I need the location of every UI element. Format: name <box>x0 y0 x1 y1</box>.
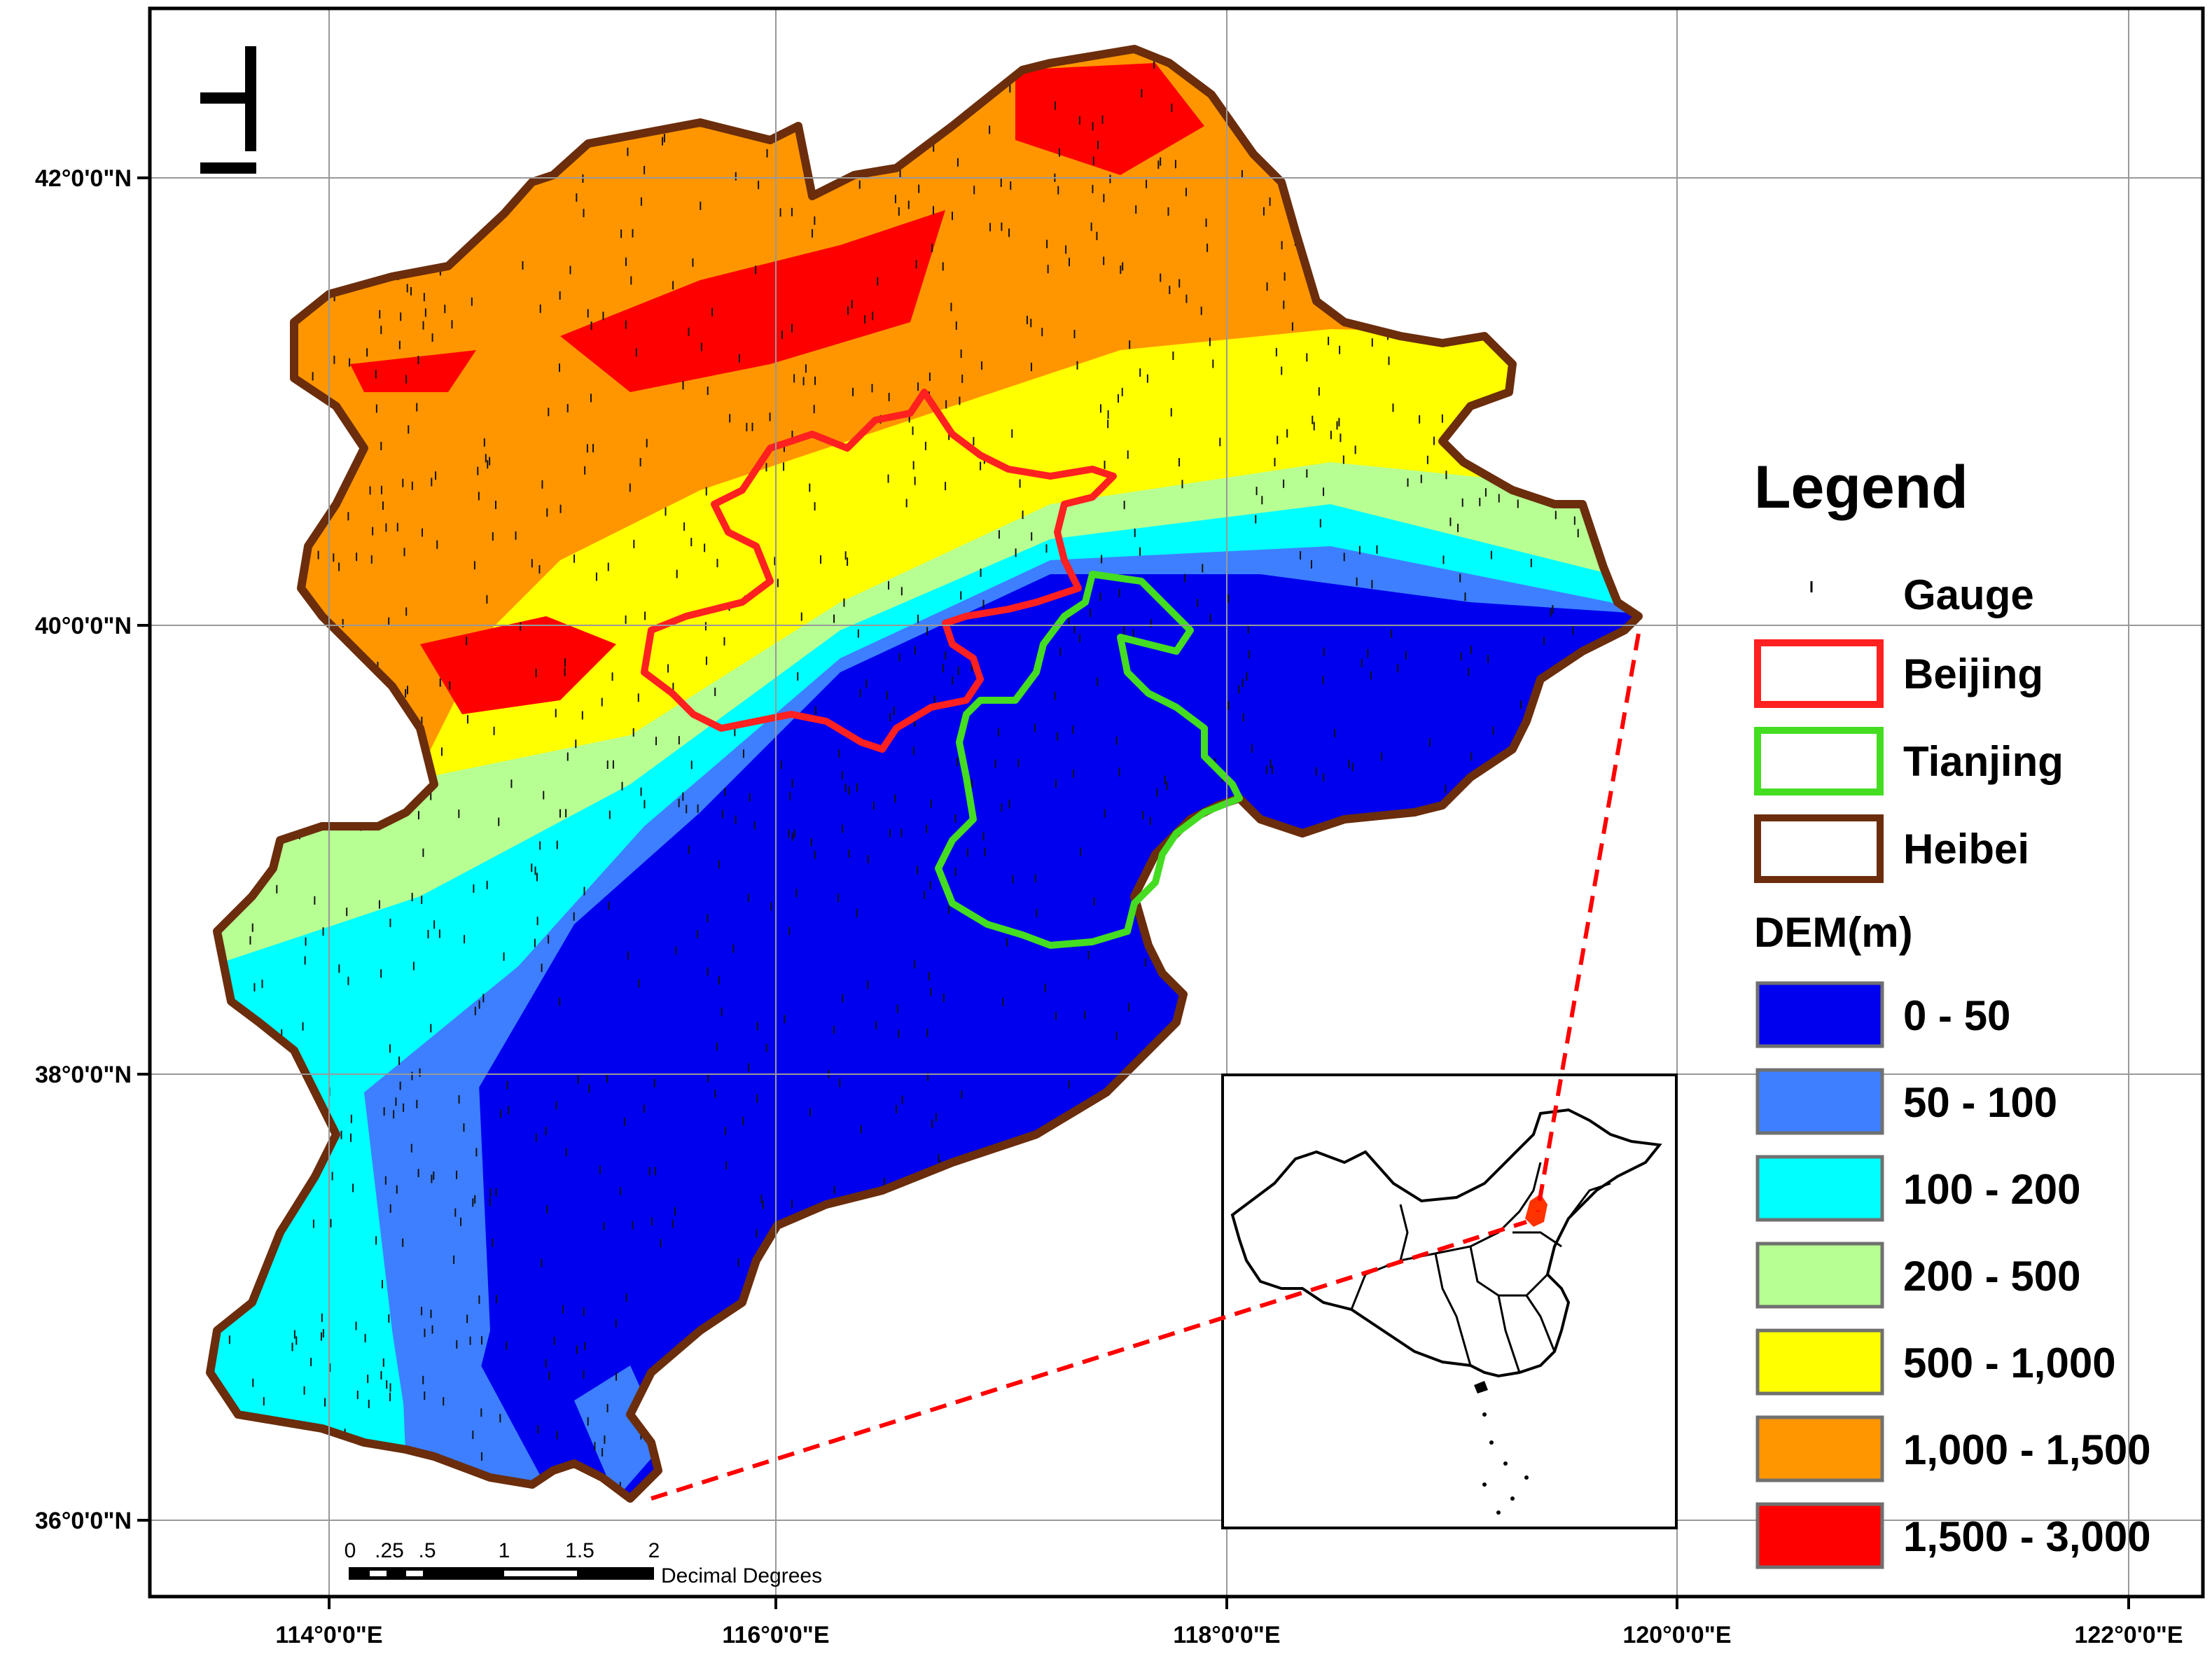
china-provinces <box>1350 1162 1611 1373</box>
legend-dem-classes: 0 - 50 50 - 100 100 - 200 200 - 500 500 - 1,… <box>1755 981 2151 1569</box>
island-dot <box>1489 1440 1494 1445</box>
legend-dem-swatch-2 <box>1755 1155 1884 1222</box>
lon-label-122: 122°0'0"E <box>2074 1622 2183 1648</box>
scale-bar: 0 .25 .5 1 1.5 2 Decimal Degrees <box>345 1539 822 1587</box>
legend-label-tianjing: Tianjing <box>1903 738 2064 785</box>
legend-dem-swatch-3 <box>1755 1242 1884 1309</box>
lon-label-116: 116°0'0"E <box>722 1622 829 1648</box>
legend-swatch-heibei <box>1754 814 1884 883</box>
scale-tick-05: .5 <box>418 1539 436 1562</box>
legend-title: Legend <box>1754 454 1968 521</box>
scale-tick-0: 0 <box>345 1539 356 1562</box>
beijing-boundary <box>641 389 1117 753</box>
scale-tick-15: 1.5 <box>565 1539 594 1562</box>
lon-ticks <box>328 1597 2130 1609</box>
lat-label-42: 42°0'0"N <box>35 165 132 192</box>
legend-dem-swatch-4 <box>1755 1328 1884 1396</box>
china-outline <box>1230 1108 1662 1378</box>
scale-tick-1: 1 <box>499 1539 510 1562</box>
lat-label-38: 38°0'0"N <box>35 1062 132 1088</box>
map-frame <box>148 6 2205 1599</box>
legend-dem-label-3: 200 - 500 <box>1903 1253 2081 1300</box>
lat-label-36: 36°0'0"N <box>35 1508 132 1534</box>
legend-dem-label-6: 1,500 - 3,000 <box>1903 1513 2151 1560</box>
legend-dem-label-2: 100 - 200 <box>1903 1166 2081 1213</box>
scale-tick-2: 2 <box>648 1539 660 1562</box>
legend-dem-header: DEM(m) <box>1754 909 1913 956</box>
island-dot <box>1524 1475 1529 1480</box>
legend-label-beijing: Beijing <box>1903 651 2043 697</box>
legend-dem-swatch-1 <box>1755 1068 1884 1135</box>
legend-dem-label-4: 500 - 1,000 <box>1903 1340 2116 1386</box>
hainan-island <box>1474 1381 1488 1394</box>
scale-unit: Decimal Degrees <box>661 1564 822 1587</box>
legend-dem-label-5: 1,000 - 1,500 <box>1903 1426 2151 1473</box>
tianjing-boundary <box>935 571 1243 949</box>
legend-dem-label-0: 0 - 50 <box>1903 992 2010 1039</box>
south-china-sea-islands <box>1482 1412 1487 1417</box>
legend-dem-label-1: 50 - 100 <box>1903 1079 2057 1126</box>
legend-dem-swatch-0 <box>1755 981 1884 1048</box>
legend-swatch-tianjing <box>1754 727 1884 795</box>
legend-dem-swatch-6 <box>1755 1502 1884 1569</box>
island-dot <box>1503 1461 1508 1466</box>
lon-label-120: 120°0'0"E <box>1622 1622 1731 1648</box>
lon-label-114: 114°0'0"E <box>275 1622 382 1648</box>
legend-swatch-beijing <box>1754 639 1884 708</box>
island-dot <box>1496 1510 1501 1515</box>
legend-boundaries: Beijing Tianjing Heibei <box>1754 639 2064 883</box>
legend-label-heibei: Heibei <box>1903 826 2029 873</box>
zoom-lines <box>651 633 1641 1501</box>
island-dot <box>1510 1496 1515 1501</box>
inset-map <box>1221 1073 1678 1529</box>
north-arrow-icon <box>200 46 256 174</box>
heibei-boundary <box>206 45 1643 1503</box>
legend: Legend Gauge Beijing Tianjing Heibei DEM(m… <box>1754 454 2151 1569</box>
island-dot <box>1482 1482 1487 1487</box>
lat-ticks <box>137 176 150 1522</box>
legend-dem-swatch-5 <box>1755 1415 1884 1482</box>
lat-label-40: 40°0'0"N <box>35 613 132 639</box>
lon-label-118: 118°0'0"E <box>1173 1622 1280 1648</box>
scale-tick-025: .25 <box>375 1539 404 1562</box>
legend-gauge-label: Gauge <box>1903 571 2034 618</box>
